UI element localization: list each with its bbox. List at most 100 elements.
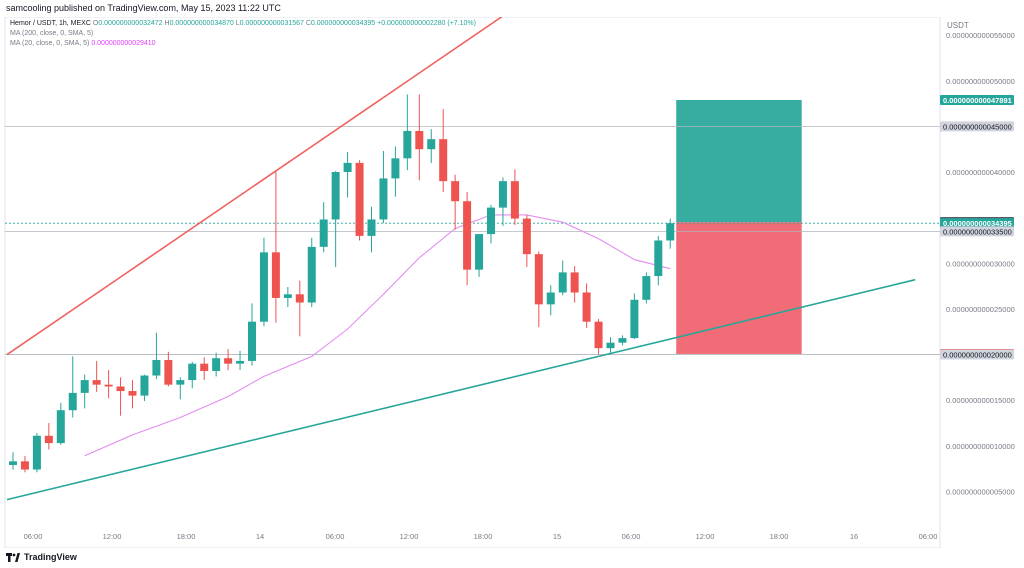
candle [128,380,137,409]
candle [391,146,400,197]
candle-body [415,130,424,150]
legend-close: 0.000000000034395 [310,20,376,27]
tradingview-logo[interactable]: TradingView [6,552,77,562]
candle-body [630,299,639,339]
legend-ma20-label: MA (20, close, 0, SMA, 5) [10,40,90,47]
candle-body [140,375,149,396]
candle [343,151,352,198]
price-label: 0.000000000034395 [940,218,1014,229]
lower-trendline [6,278,916,501]
candle-body [570,272,579,293]
trendlines[interactable] [6,17,916,501]
legend-ma200-label: MA (200, close, 0, SMA, 5) [10,30,94,37]
candle [618,335,627,346]
candle [140,374,149,402]
horizontal-lines [5,125,940,355]
candle-body [582,292,591,322]
candle [487,204,495,244]
legend-high-label: H [164,20,170,27]
price-label-text: 0.000000000045000 [943,122,1012,131]
legend-ma200-row: MA (200, close, 0, SMA, 5) [10,29,476,39]
candle [188,361,197,389]
candle [427,129,436,163]
candle [152,332,161,380]
legend-change: +0.000000000002280 (+7.10%) [377,20,476,27]
candle-body [355,162,364,236]
price-label: 0.000000000047891 [940,95,1014,106]
candle-body [259,252,268,322]
candle-body [44,435,53,444]
candle [534,251,543,328]
y-tick-label: 0.000000000005000 [946,487,1015,496]
candle [594,318,603,355]
candle-body [343,162,352,173]
candle-body [9,461,17,465]
candle-body [188,363,197,381]
y-tick-label: 0.000000000050000 [946,77,1015,86]
x-tick-label: 12:00 [696,532,715,541]
candle-body [427,139,436,150]
candle-body [463,201,472,270]
price-axis[interactable]: USDT 0.000000000055000 0.000000000050000 0… [940,21,1015,496]
price-label-bg [940,95,1014,106]
x-tick-label: 12:00 [400,532,419,541]
candle [582,283,591,329]
candle-body [510,181,519,219]
candle-body [56,410,65,444]
candle-body [606,342,615,349]
legend-open: 0.000000000032472 [98,20,163,27]
candle-body [487,207,495,235]
x-tick-label: 06:00 [919,532,938,541]
candle [44,422,53,450]
candle [104,370,113,399]
candle [259,237,268,327]
candle [32,433,41,473]
candle [439,109,448,193]
publish-header: samcooling published on TradingView.com,… [0,0,1024,17]
candle-body [379,178,388,220]
currency-label: USDT [947,21,969,30]
candle [164,351,173,387]
publish-line: samcooling published on TradingView.com,… [6,3,281,13]
candle-body [164,360,173,385]
candle [224,349,233,371]
candle-body [20,461,29,470]
candle [498,177,507,226]
y-tick-label: 0.000000000040000 [946,168,1015,177]
candle [116,377,125,416]
candles [9,94,675,473]
tradingview-brand: TradingView [24,552,77,562]
candle [522,214,531,267]
candle [295,280,304,337]
candle-body [104,384,113,387]
candle-body [558,272,567,293]
price-label-bg [940,121,1014,132]
candle [56,402,65,445]
candle [271,172,280,323]
candle-body [295,294,304,303]
legend-ticker: Hemor / USDT, 1h, MEXC [10,20,91,27]
candle [80,374,89,409]
legend-low-label: L [235,20,240,27]
price-label-bg [940,226,1014,237]
candle-body [451,181,460,202]
candle-body [618,338,627,343]
candle [307,237,316,308]
candle-body [128,391,137,396]
candle [475,234,484,277]
candle [451,174,460,230]
price-chart[interactable]: USDT 0.000000000055000 0.000000000050000 0… [0,17,1024,548]
candle-body [307,246,316,303]
candle-body [403,130,412,159]
legend-high: 0.000000000034870 [169,20,234,27]
candle-body [534,254,543,305]
candle-body [367,219,376,236]
y-tick-label: 0.000000000015000 [946,396,1015,405]
candle [379,151,388,224]
candle-body [546,292,555,305]
candle-body [68,392,77,411]
time-axis[interactable]: 06:00 12:00 18:00 14 06:00 12:00 18:00 15 06:00 1… [24,532,938,541]
candle-body [176,380,185,385]
candle-body [498,181,507,208]
x-tick-label: 18:00 [770,532,789,541]
